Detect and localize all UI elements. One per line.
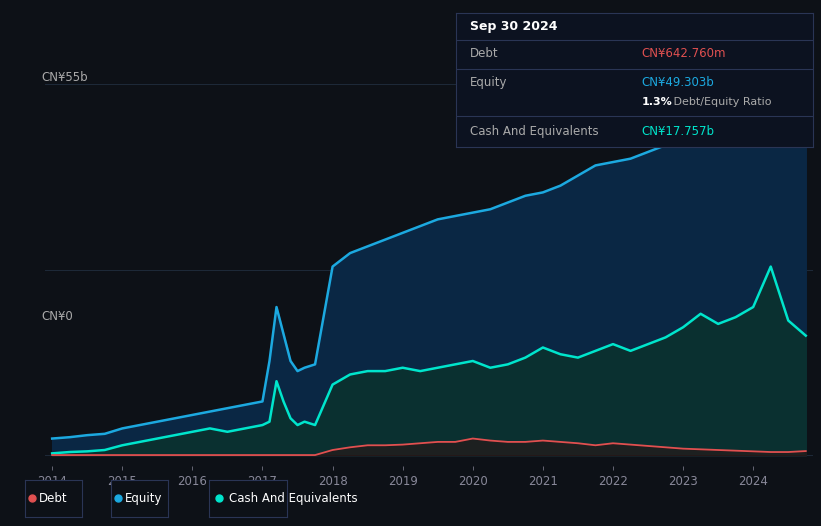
Text: CN¥17.757b: CN¥17.757b — [641, 125, 714, 138]
Text: Debt: Debt — [470, 47, 498, 60]
Text: CN¥49.303b: CN¥49.303b — [641, 76, 714, 89]
Text: Sep 30 2024: Sep 30 2024 — [470, 20, 557, 33]
Text: Equity: Equity — [470, 76, 507, 89]
Text: 1.3%: 1.3% — [641, 97, 672, 107]
Text: CN¥55b: CN¥55b — [41, 71, 88, 84]
Text: CN¥642.760m: CN¥642.760m — [641, 47, 726, 60]
Text: CN¥0: CN¥0 — [41, 310, 73, 322]
Text: Debt: Debt — [39, 492, 67, 504]
Text: Equity: Equity — [126, 492, 163, 504]
Text: Cash And Equivalents: Cash And Equivalents — [229, 492, 357, 504]
Text: Debt/Equity Ratio: Debt/Equity Ratio — [670, 97, 772, 107]
Text: Cash And Equivalents: Cash And Equivalents — [470, 125, 599, 138]
